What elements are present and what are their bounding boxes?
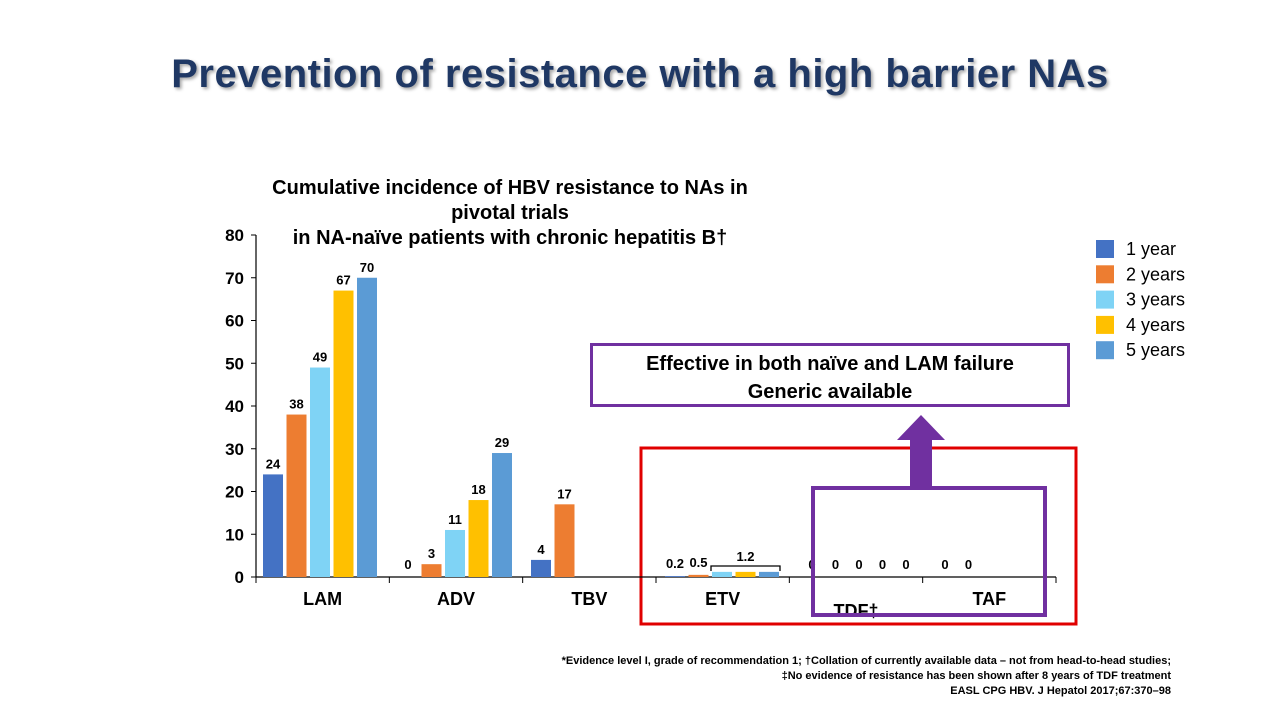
annotation-bracket — [710, 565, 781, 571]
bar — [286, 414, 307, 577]
x-category-label: ADV — [437, 589, 475, 609]
data-label: 0 — [832, 557, 839, 572]
bar — [445, 529, 465, 577]
footnotes: *Evidence level I, grade of recommendati… — [562, 654, 1171, 699]
bar — [554, 504, 575, 577]
etv-tdf-taf-highlight-box — [639, 446, 1078, 626]
bar — [357, 277, 377, 577]
data-label: 0.2 — [666, 556, 684, 571]
callout-line-1: Effective in both naïve and LAM failure — [646, 353, 1014, 375]
data-label: 0 — [902, 557, 909, 572]
legend-swatch — [1096, 341, 1114, 360]
x-category-label: TBV — [571, 589, 607, 609]
data-label: 49 — [313, 350, 327, 365]
data-label: 0 — [965, 557, 972, 572]
bar — [421, 564, 442, 577]
x-category-label: ETV — [705, 589, 740, 609]
bar — [492, 453, 512, 577]
data-label: 18 — [471, 482, 485, 497]
data-label: 3 — [428, 546, 435, 561]
callout-line-2: Generic available — [747, 381, 913, 403]
footnote-2: ‡No evidence of resistance has been show… — [781, 670, 1171, 682]
y-tick-label: 30 — [225, 440, 244, 459]
y-tick-label: 10 — [225, 525, 244, 544]
data-label: 0 — [404, 557, 411, 572]
callout-box: Effective in both naïve and LAM failure … — [590, 343, 1070, 407]
bar — [333, 290, 354, 577]
y-tick-label: 20 — [225, 483, 244, 502]
bar — [531, 559, 551, 577]
data-label: 24 — [266, 456, 281, 471]
legend-swatch — [1096, 315, 1114, 334]
y-tick-label: 0 — [235, 568, 244, 587]
tdf-taf-box — [811, 486, 1047, 617]
footnote-3: EASL CPG HBV. J Hepatol 2017;67:370–98 — [950, 685, 1171, 697]
x-category-label: LAM — [303, 589, 342, 609]
chart-title-line1: Cumulative incidence of HBV resistance t… — [272, 177, 748, 224]
legend-label: 2 years — [1126, 264, 1185, 284]
y-tick-label: 50 — [225, 354, 244, 373]
y-tick-label: 60 — [225, 312, 244, 331]
chart-title: Cumulative incidence of HBV resistance t… — [240, 176, 780, 251]
x-category-label: TAF — [973, 589, 1007, 609]
legend-label: 1 year — [1126, 239, 1176, 259]
y-tick-label: 40 — [225, 397, 244, 416]
bar — [688, 574, 709, 577]
annotation-label: 1.2 — [736, 549, 754, 564]
data-label: 4 — [537, 542, 545, 557]
data-label: 17 — [557, 486, 571, 501]
data-label: 0 — [941, 557, 948, 572]
legend-swatch — [1096, 265, 1114, 284]
up-arrow-icon — [897, 415, 945, 487]
data-label: 70 — [360, 260, 374, 275]
slide-title: Prevention of resistance with a high bar… — [171, 52, 1109, 96]
data-label: 0 — [855, 557, 862, 572]
bar — [263, 474, 283, 577]
bar — [310, 367, 330, 577]
chart-title-line2: in NA-naïve patients with chronic hepati… — [292, 227, 728, 249]
data-label: 11 — [448, 512, 462, 527]
data-label: 67 — [336, 273, 350, 288]
bar — [468, 500, 489, 577]
footnote-1: *Evidence level I, grade of recommendati… — [561, 655, 1171, 667]
bar — [759, 571, 779, 577]
legend-label: 4 years — [1126, 315, 1185, 335]
legend-label: 3 years — [1126, 290, 1185, 310]
bar — [712, 571, 732, 577]
x-category-label: TDF† — [834, 601, 879, 621]
y-tick-label: 70 — [225, 269, 244, 288]
legend-label: 5 years — [1126, 340, 1185, 360]
y-tick-label: 80 — [225, 226, 244, 245]
legend-swatch — [1096, 240, 1114, 258]
bar — [665, 576, 685, 577]
data-label: 38 — [289, 397, 303, 412]
data-label: 29 — [495, 435, 509, 450]
data-label: 0 — [879, 557, 886, 572]
bar — [735, 571, 756, 577]
legend-swatch — [1096, 290, 1114, 309]
data-label: 0.5 — [689, 555, 707, 570]
